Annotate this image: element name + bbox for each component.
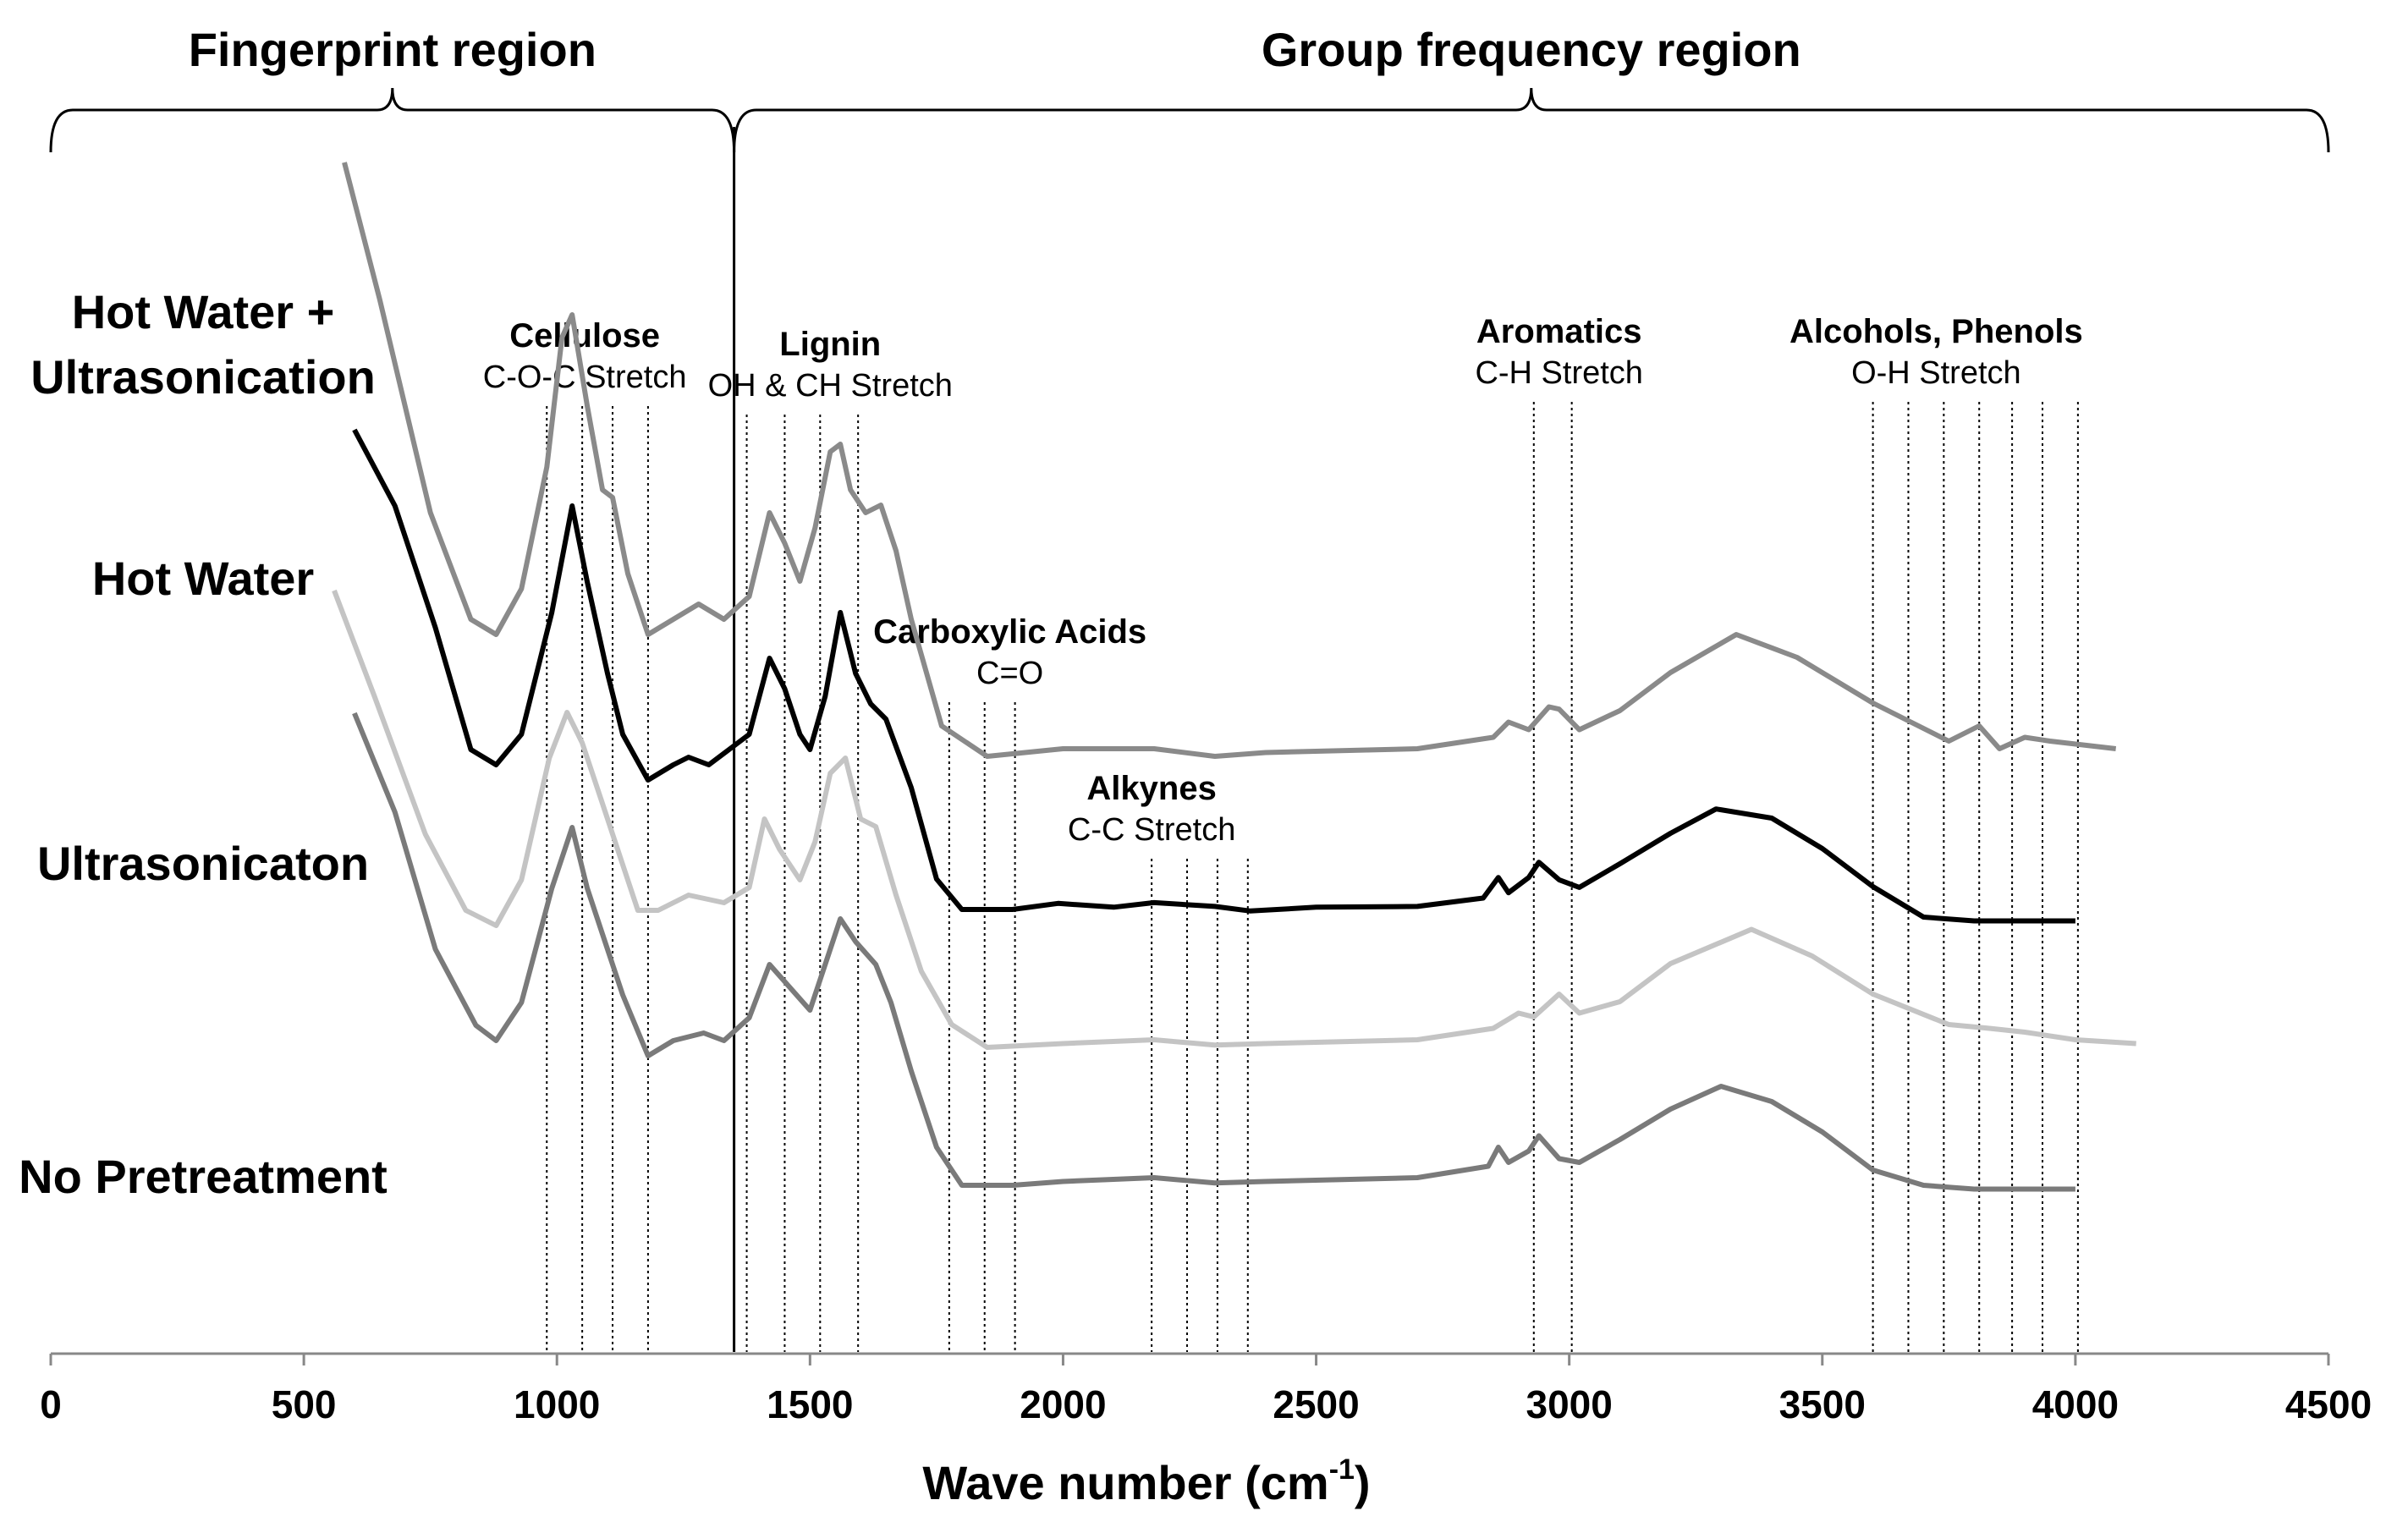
annotation-title: Alcohols, Phenols <box>1790 313 2083 350</box>
series-layer <box>332 162 2136 1192</box>
spectrum-line <box>352 712 2075 1192</box>
series-label: Ultrasonication <box>30 350 376 404</box>
x-tick-label: 3000 <box>1526 1382 1612 1426</box>
series-label: No Pretreatment <box>19 1150 388 1203</box>
region-label: Fingerprint region <box>189 23 597 76</box>
x-axis-title-superscript: -1 <box>1329 1453 1355 1486</box>
x-tick-label: 1000 <box>514 1382 600 1426</box>
x-tick-label: 500 <box>272 1382 337 1426</box>
x-tick-label: 2500 <box>1273 1382 1359 1426</box>
annotation-subtitle: OH & CH Stretch <box>708 368 953 404</box>
series-labels: Hot Water + Ultrasonication Hot Water Ultra… <box>19 285 388 1203</box>
x-tick-label: 3500 <box>1779 1382 1866 1426</box>
x-tick-label: 2000 <box>1020 1382 1106 1426</box>
spectrum-line <box>332 589 2136 1050</box>
annotation-title: Alkynes <box>1086 770 1216 807</box>
series-label: Hot Water <box>92 552 314 605</box>
region-brace <box>733 87 2330 153</box>
region-label: Group frequency region <box>1262 23 1801 76</box>
region-brace <box>49 87 736 153</box>
annotation-subtitle: C=O <box>976 656 1043 691</box>
x-axis: 0 500 1000 1500 2000 2500 3000 3500 4000 4500 <box>40 1352 2372 1426</box>
annotation-title: Cellulose <box>509 317 660 354</box>
annotation-title: Lignin <box>779 326 881 363</box>
annotation-subtitle: O-H Stretch <box>1851 355 2021 391</box>
x-tick-label: 4500 <box>2285 1382 2372 1426</box>
series-label: Ultrasonicaton <box>37 837 369 890</box>
x-axis-title: Wave number (cm-1) <box>922 1453 1370 1509</box>
series-label: Hot Water + <box>72 285 335 338</box>
spectrum-line <box>342 162 2117 759</box>
x-tick-label: 0 <box>40 1382 62 1426</box>
annotation-subtitle: C-H Stretch <box>1475 355 1642 391</box>
x-tick-label: 1500 <box>767 1382 853 1426</box>
annotation-subtitle: C-C Stretch <box>1068 812 1235 848</box>
region-brackets: Fingerprint region Group frequency region <box>49 23 2330 1352</box>
spectrum-line <box>352 428 2075 924</box>
x-tick-label: 4000 <box>2032 1382 2119 1426</box>
annotation-title: Aromatics <box>1476 313 1642 350</box>
